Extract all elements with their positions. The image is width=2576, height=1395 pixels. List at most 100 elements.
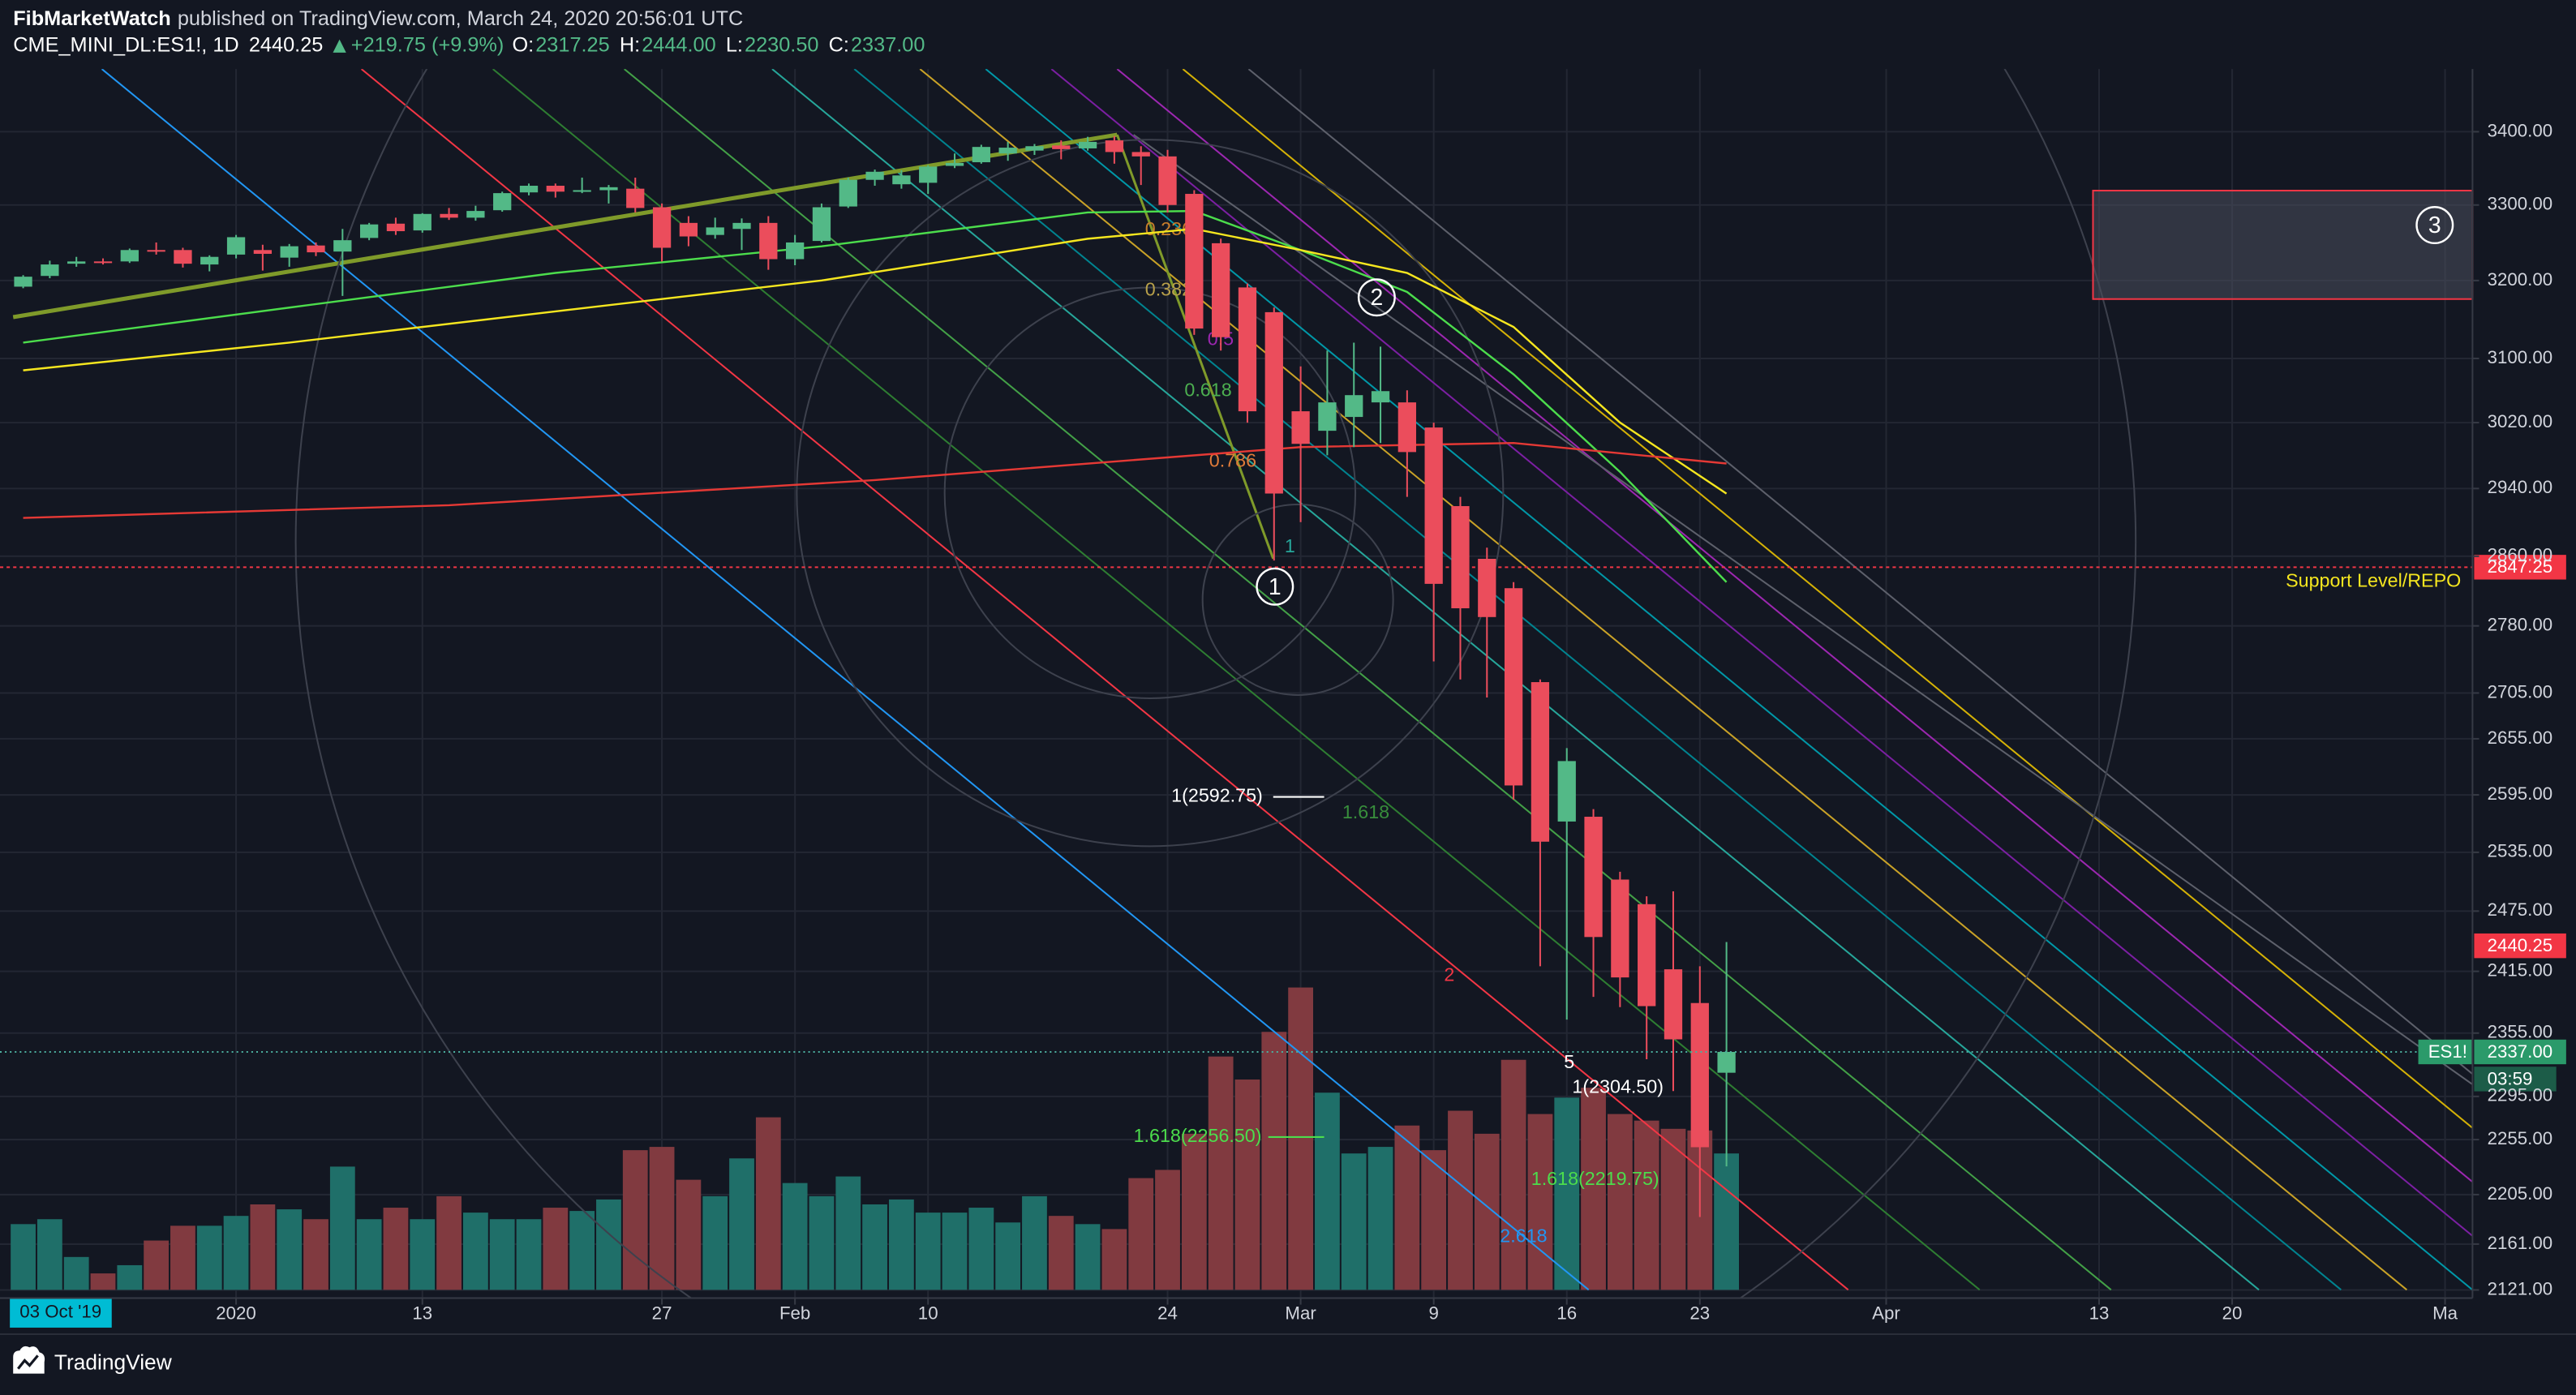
volume-bar: [516, 1219, 542, 1290]
volume-pane: [11, 987, 1740, 1290]
candle-body: [1557, 761, 1576, 822]
volume-bar: [1048, 1216, 1074, 1290]
fib-label: 2.618: [1500, 1225, 1547, 1247]
volume-bar: [436, 1195, 462, 1290]
volume-bar: [1554, 1097, 1580, 1290]
ohlc-label: H:: [620, 33, 640, 56]
candle-body: [892, 175, 911, 185]
channel-line: [985, 69, 2473, 1291]
candle-body: [972, 147, 990, 163]
candle-body: [67, 261, 86, 264]
fib-label: 0.382: [1145, 279, 1192, 300]
symbol: CME_MINI_DL:ES1!, 1D: [13, 33, 239, 56]
channel-line: [1050, 69, 2473, 1238]
volume-bar: [196, 1225, 222, 1290]
fib-circle: [943, 286, 1357, 700]
candle-body: [519, 186, 539, 193]
channel-line: [1247, 69, 2473, 1075]
volume-bar: [383, 1208, 409, 1290]
candle-body: [865, 171, 884, 180]
volume-bar: [889, 1199, 914, 1290]
candle-body: [1318, 402, 1337, 431]
close-tag: 2337.00: [2488, 1041, 2552, 1062]
volume-bar: [569, 1211, 595, 1290]
channel-line: [101, 69, 1590, 1291]
tradingview-logo: [13, 1346, 45, 1374]
close-tag-bg: [2474, 1039, 2566, 1065]
candle-body: [466, 211, 485, 218]
crosshair-date: 03 Oct '19: [19, 1302, 101, 1322]
crosshair-date-bg: [10, 1298, 112, 1328]
marker-label: 3: [2428, 212, 2441, 238]
volume-bar: [1527, 1114, 1553, 1290]
candle-body: [386, 223, 406, 232]
countdown: 03:59: [2488, 1068, 2533, 1088]
candle-body: [174, 250, 192, 264]
candle-body: [93, 261, 113, 264]
candle-body: [1717, 1051, 1736, 1073]
candle-body: [599, 187, 618, 191]
volume-bar: [277, 1209, 303, 1290]
x-tick-label: 13: [2089, 1303, 2110, 1324]
volume-bar: [170, 1225, 195, 1290]
candle-body: [147, 250, 165, 252]
zone-rectangle: [2092, 189, 2474, 300]
fib-circle: [1201, 503, 1394, 696]
candle-body: [679, 222, 698, 237]
y-tick-label: 2705.00: [2488, 681, 2552, 702]
candle-body: [333, 240, 352, 252]
marker-label: 2: [1370, 285, 1383, 311]
fib-line: [1115, 134, 1275, 560]
x-tick-label: 2020: [216, 1303, 256, 1324]
candle-body: [41, 264, 59, 277]
candle-body: [1664, 969, 1683, 1040]
candle-body: [1451, 506, 1470, 608]
symbol-tag-bg: [2418, 1039, 2473, 1065]
marker-circle: [1357, 278, 1396, 317]
candle-body: [1212, 243, 1230, 337]
fib-label: 1.618(2219.75): [1531, 1168, 1659, 1189]
up-arrow: [333, 39, 346, 53]
y-tick-label: 2475.00: [2488, 899, 2552, 920]
volume-bar: [1474, 1133, 1500, 1290]
volume-bar: [676, 1179, 702, 1290]
fib-label: 1(2304.50): [1572, 1075, 1664, 1097]
channel-line: [360, 69, 1849, 1291]
candle-body: [1238, 287, 1257, 412]
x-tick-label: Apr: [1872, 1303, 1900, 1324]
candle-body: [1504, 588, 1523, 786]
volume-bar: [1607, 1114, 1633, 1290]
volume-bar: [410, 1219, 436, 1290]
candle-body: [1371, 391, 1390, 403]
channel-line: [1182, 69, 2473, 1130]
x-tick-label: 20: [2222, 1303, 2243, 1324]
volume-bar: [968, 1208, 994, 1290]
candle-body: [1397, 402, 1416, 453]
candle-body: [998, 148, 1017, 154]
fib-line: [1133, 134, 2473, 1085]
channel-line: [853, 69, 2342, 1291]
volume-bar: [543, 1208, 569, 1290]
moving-average: [23, 441, 1727, 519]
candle-body: [759, 222, 778, 260]
volume-bar: [1448, 1110, 1473, 1290]
ohlc-value: 2444.00: [642, 33, 715, 56]
marker-label: 1: [1269, 574, 1282, 600]
drawings: 0.2360.3820.50.6180.78611(2592.75)1.6182…: [12, 69, 2473, 1298]
y-tick-label: 2780.00: [2488, 615, 2552, 635]
candle-body: [732, 222, 751, 230]
volume-bar: [329, 1166, 355, 1290]
volume-bar: [36, 1219, 62, 1290]
volume-bar: [1634, 1120, 1659, 1290]
volume-bar: [117, 1264, 143, 1290]
candle-body: [1052, 145, 1071, 149]
candle-body: [120, 250, 139, 262]
x-tick-label: 27: [652, 1303, 672, 1324]
y-tick-label: 2161.00: [2488, 1233, 2552, 1253]
ohlc-value: 2317.25: [535, 33, 609, 56]
candle-body: [1185, 194, 1204, 329]
change: +219.75 (+9.9%): [351, 33, 504, 56]
fib-label: 1.618: [1342, 801, 1389, 822]
candle-body: [919, 166, 938, 183]
